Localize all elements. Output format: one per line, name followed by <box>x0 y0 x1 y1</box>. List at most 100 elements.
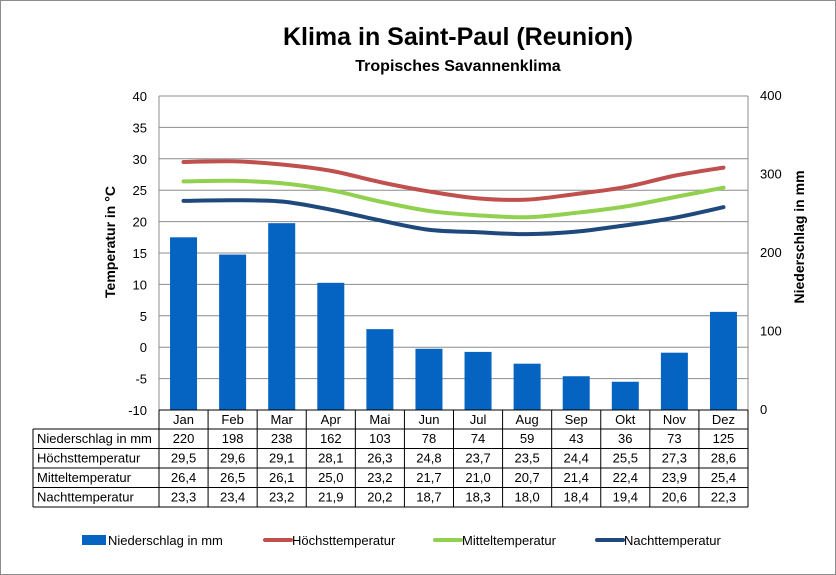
table-cell: 23,4 <box>220 490 245 505</box>
table-cell: 23,9 <box>662 470 687 485</box>
category-label: Apr <box>321 412 342 427</box>
precipitation-bar <box>366 329 394 410</box>
category-label: Dez <box>712 412 735 427</box>
table-cell: 21,7 <box>416 470 441 485</box>
table-cell: 73 <box>667 431 681 446</box>
category-label: Jul <box>470 412 487 427</box>
table-cell: 20,7 <box>514 470 539 485</box>
table-cell: 18,0 <box>514 490 539 505</box>
table-cell: 18,3 <box>465 490 490 505</box>
gridlines <box>159 95 748 411</box>
table-row-label: Niederschlag in mm <box>37 431 152 446</box>
precipitation-bar <box>170 237 198 410</box>
left-axis-title: Temperatur in °C <box>102 186 118 298</box>
table-cell: 29,5 <box>171 451 196 466</box>
category-label: Mai <box>369 412 390 427</box>
table-cell: 74 <box>471 431 485 446</box>
table-cell: 43 <box>569 431 583 446</box>
table-cell: 198 <box>222 431 244 446</box>
table-row-label: Mitteltemperatur <box>37 470 132 485</box>
left-tick-label: -10 <box>128 403 147 418</box>
precipitation-bars <box>170 223 737 410</box>
table-cell: 26,4 <box>171 470 196 485</box>
category-label: Mar <box>271 412 294 427</box>
legend-label: Mitteltemperatur <box>462 533 557 548</box>
precipitation-bar <box>513 363 541 410</box>
table-cell: 24,4 <box>564 451 589 466</box>
table-cell: 23,2 <box>269 490 294 505</box>
left-tick-label: 5 <box>140 309 147 324</box>
category-label: Sep <box>565 412 588 427</box>
table-cell: 22,3 <box>711 490 736 505</box>
category-label: Aug <box>516 412 539 427</box>
left-tick-label: 25 <box>133 183 147 198</box>
category-label: Okt <box>615 412 636 427</box>
table-cell: 23,2 <box>367 470 392 485</box>
precipitation-bar <box>415 348 443 410</box>
table-cell: 23,7 <box>465 451 490 466</box>
table-cell: 23,5 <box>514 451 539 466</box>
table-cell: 103 <box>369 431 391 446</box>
right-tick-label: 0 <box>760 402 767 417</box>
right-axis-title: Niederschlag in mm <box>791 170 807 303</box>
table-cell: 26,5 <box>220 470 245 485</box>
axes: 40 35 30 25 20 15 10 5 0 -5 -10 400 300 200 100 0 <box>128 88 782 418</box>
left-tick-label: 40 <box>133 89 147 104</box>
table-cell: 21,9 <box>318 490 343 505</box>
legend-label: Niederschlag in mm <box>108 533 223 548</box>
right-tick-label: 400 <box>760 88 782 103</box>
table-cell: 27,3 <box>662 451 687 466</box>
table-cell: 25,5 <box>613 451 638 466</box>
series-line-nachttemperatur <box>181 198 726 237</box>
table-cell: 20,6 <box>662 490 687 505</box>
precipitation-bar <box>464 351 492 410</box>
left-tick-label: 30 <box>133 152 147 167</box>
left-tick-label: 35 <box>133 120 147 135</box>
table-cell: 25,0 <box>318 470 343 485</box>
table-cell: 162 <box>320 431 342 446</box>
table-cell: 18,4 <box>564 490 589 505</box>
table-cell: 29,1 <box>269 451 294 466</box>
table-cell: 59 <box>520 431 534 446</box>
left-tick-label: 15 <box>133 246 147 261</box>
left-tick-label: 10 <box>133 277 147 292</box>
precipitation-bar <box>660 352 688 410</box>
table-cell: 220 <box>173 431 195 446</box>
data-table: Jan Feb Mar Apr Mai Jun Jul Aug Sep Okt Nov Dez Nied… <box>32 409 749 508</box>
category-label: Jun <box>418 412 439 427</box>
table-cell: 28,1 <box>318 451 343 466</box>
series-line-h-chsttemperatur <box>181 159 726 202</box>
table-cell: 25,4 <box>711 470 736 485</box>
table-cell: 22,4 <box>613 470 638 485</box>
precipitation-bar <box>317 282 345 410</box>
right-tick-label: 200 <box>760 245 782 260</box>
left-tick-label: 20 <box>133 215 147 230</box>
table-cell: 36 <box>618 431 632 446</box>
left-tick-label: 0 <box>140 340 147 355</box>
table-cell: 24,8 <box>416 451 441 466</box>
table-cell: 19,4 <box>613 490 638 505</box>
left-tick-label: -5 <box>135 372 147 387</box>
category-label: Jan <box>173 412 194 427</box>
table-cell: 29,6 <box>220 451 245 466</box>
table-row-label: Höchsttemperatur <box>37 451 141 466</box>
precipitation-bar <box>562 376 590 410</box>
chart-title: Klima in Saint-Paul (Reunion) <box>283 23 633 51</box>
precipitation-bar <box>219 254 247 410</box>
table-cell: 21,4 <box>564 470 589 485</box>
legend-label: Höchsttemperatur <box>292 533 396 548</box>
series-line-mitteltemperatur <box>181 178 726 220</box>
table-cell: 238 <box>271 431 293 446</box>
category-label: Nov <box>663 412 687 427</box>
category-label: Feb <box>221 412 243 427</box>
table-cell: 18,7 <box>416 490 441 505</box>
precipitation-bar <box>709 311 737 410</box>
table-cell: 125 <box>713 431 735 446</box>
temperature-lines <box>181 159 726 237</box>
table-cell: 78 <box>422 431 436 446</box>
legend: Niederschlag in mm Höchsttemperatur Mittel… <box>82 533 721 548</box>
table-cell: 21,0 <box>465 470 490 485</box>
table-row-label: Nachttemperatur <box>37 490 134 505</box>
table-cell: 28,6 <box>711 451 736 466</box>
